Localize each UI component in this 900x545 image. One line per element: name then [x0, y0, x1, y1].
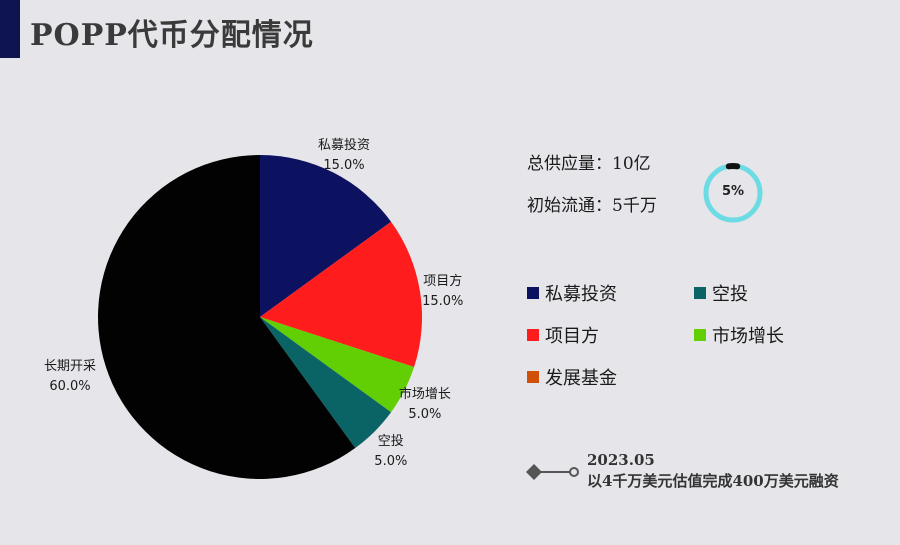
slice-name-label: 市场增长 [399, 386, 451, 402]
initial-circulation-text: 初始流通：5千万 [527, 196, 657, 216]
legend-item: 空投 [694, 280, 748, 306]
legend-item: 市场增长 [694, 322, 784, 348]
legend-swatch [694, 329, 706, 341]
pie-slice [260, 317, 415, 413]
page-title: POPP代币分配情况 [30, 18, 314, 53]
pie-slice [260, 155, 392, 317]
slice-name-label: 项目方 [423, 273, 462, 289]
legend-label: 空投 [712, 284, 748, 305]
total-supply-text: 总供应量：10亿 [527, 154, 651, 174]
timeline-event: 以4千万美元估值完成400万美元融资 [587, 472, 839, 490]
diamond-icon [526, 464, 542, 480]
title-accent-bar [0, 0, 20, 58]
timeline-entry: 2023.05 以4千万美元估值完成400万美元融资 [587, 450, 839, 492]
ring-percentage-label: 5% [721, 184, 745, 199]
timeline-dot-icon [569, 467, 579, 477]
legend-item: 私募投资 [527, 280, 617, 306]
timeline-marker [526, 464, 579, 480]
slice-name-label: 私募投资 [318, 137, 370, 153]
slice-percent-label: 15.0% [323, 158, 364, 173]
legend-label: 市场增长 [712, 326, 784, 347]
supply-stats: 总供应量：10亿 初始流通：5千万 [527, 152, 657, 236]
timeline-date: 2023.05 [587, 451, 655, 469]
circulation-ring [703, 163, 763, 223]
legend-swatch [527, 287, 539, 299]
slice-percent-label: 60.0% [49, 379, 90, 394]
legend-label: 私募投资 [545, 284, 617, 305]
legend-swatch [527, 371, 539, 383]
legend-label: 发展基金 [545, 368, 617, 389]
slice-name-label: 长期开采 [44, 359, 96, 374]
slice-name-label: 空投 [378, 433, 404, 449]
slice-percent-label: 5.0% [374, 454, 407, 469]
legend-swatch [527, 329, 539, 341]
pie-slice [260, 221, 422, 368]
legend-swatch [694, 287, 706, 299]
legend-item: 发展基金 [527, 364, 617, 390]
legend-item: 项目方 [527, 322, 599, 348]
pie-slice [260, 317, 392, 449]
slice-percent-label: 15.0% [422, 294, 463, 309]
legend-label: 项目方 [545, 326, 599, 347]
slice-percent-label: 5.0% [408, 407, 441, 422]
pie-slice [97, 155, 356, 479]
